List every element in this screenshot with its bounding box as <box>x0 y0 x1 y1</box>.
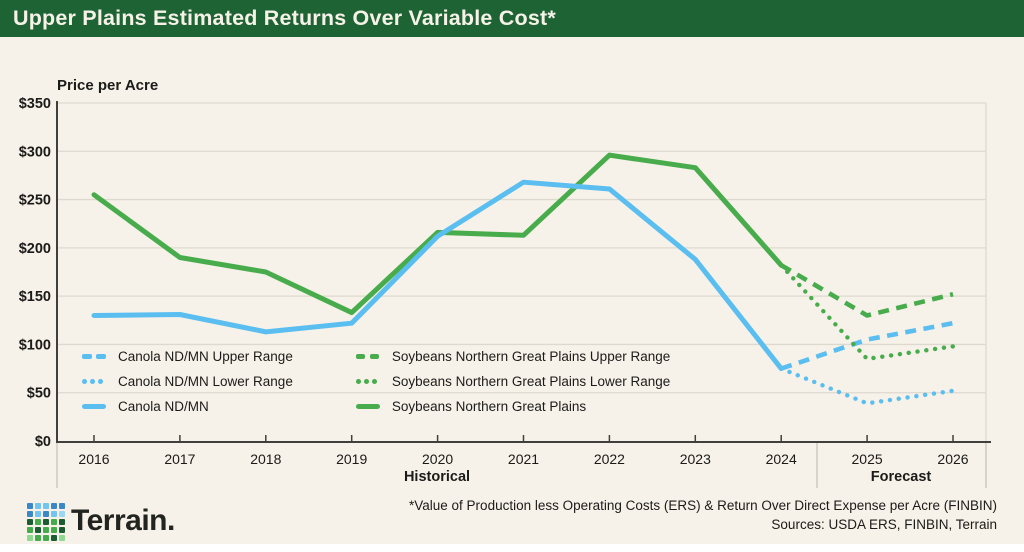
legend-item-canola-lower: Canola ND/MN Lower Range <box>82 369 293 394</box>
page-title: Upper Plains Estimated Returns Over Vari… <box>13 6 556 30</box>
legend-label-canola-upper: Canola ND/MN Upper Range <box>118 349 293 364</box>
legend-column-canola: Canola ND/MN Upper Range Canola ND/MN Lo… <box>82 344 293 419</box>
svg-text:2025: 2025 <box>852 451 883 467</box>
legend-item-soybeans-lower: Soybeans Northern Great Plains Lower Ran… <box>355 369 671 394</box>
svg-text:$150: $150 <box>19 289 51 305</box>
svg-text:$350: $350 <box>19 96 51 112</box>
soybeans-solid-swatch <box>355 404 381 409</box>
svg-text:2021: 2021 <box>508 451 539 467</box>
legend-item-soybeans: Soybeans Northern Great Plains <box>355 394 670 419</box>
footnote-line-1: *Value of Production less Operating Cost… <box>409 498 997 513</box>
soybeans-upper-dashed-swatch <box>355 354 381 359</box>
soybeans-lower-dotted-swatch <box>355 379 381 384</box>
svg-text:2022: 2022 <box>594 451 625 467</box>
legend-label-soybeans-lower: Soybeans Northern Great Plains Lower Ran… <box>391 374 671 389</box>
svg-text:2016: 2016 <box>78 451 109 467</box>
canola-lower-dotted-swatch <box>82 379 107 384</box>
bottom-white-strip <box>0 544 1024 552</box>
brand-wordmark: Terrain. <box>71 504 175 537</box>
x-axis-section-forecast: Forecast <box>870 469 932 485</box>
chart-footnote: *Value of Production less Operating Cost… <box>409 496 997 534</box>
svg-text:$50: $50 <box>27 386 51 402</box>
svg-text:2017: 2017 <box>164 451 195 467</box>
svg-text:2023: 2023 <box>680 451 711 467</box>
canola-solid-swatch <box>82 404 107 409</box>
legend-label-soybeans-upper: Soybeans Northern Great Plains Upper Ran… <box>391 349 671 364</box>
legend-label-canola: Canola ND/MN <box>118 399 209 414</box>
legend-item-soybeans-upper: Soybeans Northern Great Plains Upper Ran… <box>355 344 671 369</box>
legend-label-soybeans: Soybeans Northern Great Plains <box>391 399 587 414</box>
svg-text:$200: $200 <box>19 241 51 257</box>
svg-text:$0: $0 <box>35 434 51 450</box>
legend-item-canola-upper: Canola ND/MN Upper Range <box>82 344 293 369</box>
svg-text:$100: $100 <box>19 337 51 353</box>
svg-text:2024: 2024 <box>766 451 797 467</box>
footnote-line-2: Sources: USDA ERS, FINBIN, Terrain <box>771 517 997 532</box>
header-bar: Upper Plains Estimated Returns Over Vari… <box>0 0 1024 37</box>
y-axis-title: Price per Acre <box>57 77 159 94</box>
legend-label-canola-lower: Canola ND/MN Lower Range <box>118 374 293 389</box>
svg-text:2019: 2019 <box>336 451 367 467</box>
svg-text:2018: 2018 <box>250 451 281 467</box>
svg-text:$250: $250 <box>19 193 51 209</box>
terrain-logo-icon <box>27 503 65 541</box>
x-axis-section-historical: Historical <box>403 469 471 485</box>
svg-text:2020: 2020 <box>422 451 453 467</box>
chart-legend: Canola ND/MN Upper Range Canola ND/MN Lo… <box>82 344 670 419</box>
svg-text:$300: $300 <box>19 144 51 160</box>
legend-column-soybeans: Soybeans Northern Great Plains Upper Ran… <box>355 344 671 419</box>
canola-upper-dashed-swatch <box>82 354 107 359</box>
svg-text:2026: 2026 <box>937 451 968 467</box>
legend-item-canola: Canola ND/MN <box>82 394 293 419</box>
